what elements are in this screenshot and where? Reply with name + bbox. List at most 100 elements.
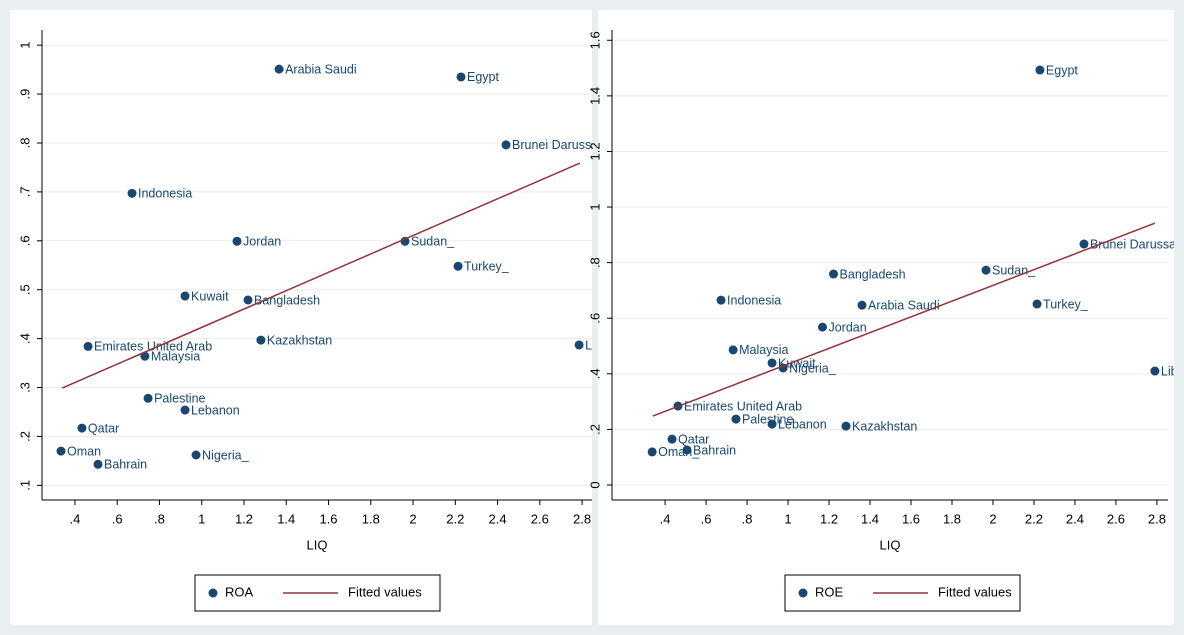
x-tick-label: .8	[154, 511, 165, 526]
x-tick-label: 1	[198, 511, 205, 526]
y-tick-label: .3	[17, 382, 32, 393]
point-label: Qatar	[678, 432, 709, 446]
point	[400, 236, 410, 246]
point-label: Nigeria_	[789, 361, 837, 375]
point-label: Indonesia	[138, 187, 192, 201]
point	[140, 351, 150, 361]
point-label: Indonesia	[727, 293, 781, 307]
point-label: Bangladesh	[840, 267, 906, 281]
y-tick-label: .6	[17, 235, 32, 246]
x-tick-label: 1.2	[235, 511, 253, 526]
point-label: Kazakhstan	[852, 419, 917, 433]
point	[1035, 65, 1045, 75]
panel	[598, 10, 1174, 625]
point-label: Oman	[67, 444, 101, 458]
y-tick-label: .6	[587, 313, 602, 324]
point-label: Egypt	[1046, 63, 1078, 77]
point	[647, 447, 657, 457]
point-label: Turkey_	[1043, 297, 1089, 311]
y-tick-label: .5	[17, 284, 32, 295]
point	[274, 64, 284, 74]
x-tick-label: 1.8	[943, 511, 961, 526]
x-tick-label: 2.6	[1107, 511, 1125, 526]
legend-label: Fitted values	[938, 584, 1012, 599]
point	[180, 405, 190, 415]
point-label: Lebanon	[191, 403, 240, 417]
x-tick-label: 2.4	[489, 511, 507, 526]
point-label: Kazakhstan	[267, 333, 332, 347]
point	[83, 341, 93, 351]
x-axis-title: LIQ	[880, 537, 901, 552]
x-tick-label: .6	[112, 511, 123, 526]
point	[232, 236, 242, 246]
point-label: Libya	[585, 338, 615, 352]
point-label: Emirates United Arab	[684, 399, 802, 413]
point	[817, 322, 827, 332]
point-label: Kuwait	[778, 356, 816, 370]
x-tick-label: 1.4	[277, 511, 295, 526]
fitted-line	[652, 222, 1156, 417]
point	[256, 335, 266, 345]
x-tick-label: 2.8	[573, 511, 591, 526]
y-tick-label: .4	[17, 333, 32, 344]
legend-label: ROA	[225, 584, 254, 599]
point	[93, 459, 103, 469]
y-tick-label: 0	[587, 481, 602, 488]
panel	[10, 10, 592, 625]
point	[767, 358, 777, 368]
point	[143, 393, 153, 403]
point-label: Lebanon	[778, 417, 827, 431]
plot: Arabia Saudi Egypt Brunei Darussalam Indone…	[56, 62, 615, 472]
legend-label: Fitted values	[348, 584, 422, 599]
point	[77, 423, 87, 433]
x-tick-label: 1.2	[820, 511, 838, 526]
point	[191, 450, 201, 460]
x-axis-title: LIQ	[307, 537, 328, 552]
point	[456, 72, 466, 82]
x-tick-label: 1.4	[861, 511, 879, 526]
point-label: Palestine	[742, 412, 793, 426]
point-label: Malaysia	[739, 343, 788, 357]
point	[731, 414, 741, 424]
point	[841, 421, 851, 431]
y-tick-label: .8	[17, 138, 32, 149]
point-label: Turkey_	[464, 260, 510, 274]
x-tick-label: 2	[989, 511, 996, 526]
point	[243, 295, 253, 305]
y-tick-label: 1.6	[587, 31, 602, 49]
point	[728, 345, 738, 355]
point-label: Jordan	[828, 320, 866, 334]
legend-marker	[798, 588, 808, 598]
point-label: Sudan_	[411, 235, 455, 249]
point-label: Bahrain	[693, 443, 736, 457]
point-label: Sudan_	[992, 263, 1036, 277]
point	[767, 419, 777, 429]
point	[180, 291, 190, 301]
x-tick-label: .4	[660, 511, 671, 526]
point	[574, 340, 584, 350]
point	[56, 446, 66, 456]
x-tick-label: 2	[409, 511, 416, 526]
x-tick-label: 2.2	[1025, 511, 1043, 526]
y-tick-label: 1	[587, 203, 602, 210]
point	[829, 269, 839, 279]
point-label: Libya	[1161, 364, 1184, 378]
y-tick-label: 1.2	[587, 142, 602, 160]
point	[716, 295, 726, 305]
point-label: Nigeria_	[202, 448, 250, 462]
y-tick-label: .2	[587, 424, 602, 435]
legend-marker	[208, 588, 218, 598]
point	[1079, 239, 1089, 249]
point-label: Malaysia	[151, 350, 200, 364]
x-tick-label: 2.6	[531, 511, 549, 526]
point	[981, 265, 991, 275]
x-tick-label: 1	[784, 511, 791, 526]
point	[667, 434, 677, 444]
point	[453, 261, 463, 271]
point-label: Arabia Saudi	[285, 62, 357, 76]
point-label: Egypt	[467, 70, 499, 84]
point	[857, 300, 867, 310]
fitted-line	[61, 162, 581, 389]
